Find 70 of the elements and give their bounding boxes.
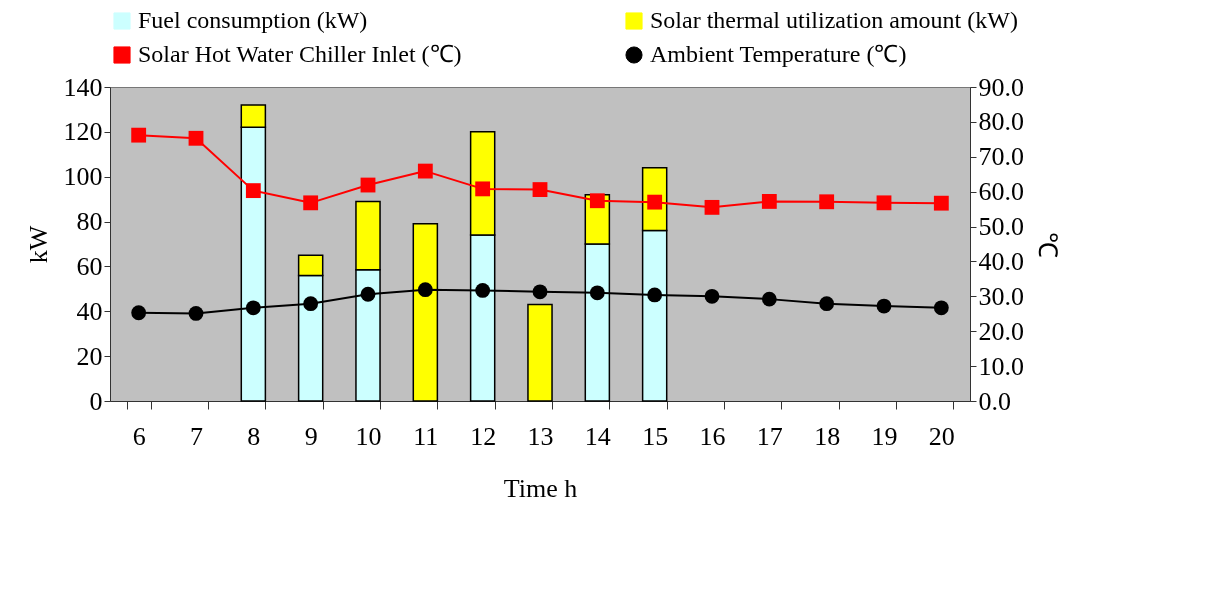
x-tick-label: 14	[584, 421, 611, 451]
y2-tick-label: 40.0	[978, 246, 1024, 276]
legend-label: Solar Hot Water Chiller Inlet (℃)	[138, 41, 462, 67]
y2-tick-label: 90.0	[978, 72, 1024, 102]
point	[417, 282, 433, 298]
point	[532, 182, 548, 197]
x-tick-label: 19	[871, 421, 898, 451]
y-tick-label: 80	[76, 207, 103, 237]
y2-tick-label: 50.0	[978, 212, 1024, 242]
point	[819, 194, 835, 210]
point	[761, 291, 777, 307]
y-tick-label: 20	[76, 341, 103, 371]
point	[704, 288, 720, 304]
bar	[527, 303, 553, 402]
legend-label: Solar thermal utilization amount (kW)	[650, 7, 1018, 33]
point	[704, 199, 720, 215]
point	[417, 163, 433, 179]
x-tick-label: 15	[642, 421, 669, 451]
y-tick-label: 0	[89, 386, 103, 416]
point	[188, 306, 204, 321]
point	[245, 183, 261, 199]
point	[360, 286, 376, 302]
x-tick-label: 16	[699, 421, 726, 451]
y2-tick-label: 70.0	[978, 142, 1024, 172]
point	[131, 127, 147, 143]
point	[303, 296, 319, 312]
x-tick-label: 20	[928, 421, 955, 451]
point	[188, 130, 204, 146]
y-tick-label: 60	[76, 251, 103, 281]
x-axis-title: Time h	[503, 473, 578, 503]
point	[819, 296, 835, 312]
y-tick-label: 120	[63, 117, 103, 147]
y-axis-title: kW	[23, 225, 53, 264]
y2-tick-label: 60.0	[978, 177, 1024, 207]
point	[475, 283, 491, 298]
x-tick-label: 17	[756, 421, 783, 451]
y2-tick-label: 80.0	[978, 107, 1024, 137]
point	[131, 305, 147, 321]
point	[589, 193, 605, 209]
point	[475, 181, 491, 197]
point	[532, 284, 548, 300]
y2-axis-title: ℃	[1033, 231, 1062, 258]
y-tick-label: 100	[63, 162, 103, 192]
point	[933, 195, 949, 211]
point	[876, 195, 892, 211]
point	[876, 298, 892, 314]
legend-label: Ambient Temperature (℃)	[650, 41, 907, 67]
x-tick-label: 12	[470, 421, 497, 451]
x-tick-label: 9	[304, 421, 318, 451]
x-tick-label: 10	[355, 421, 382, 451]
x-tick-label: 6	[132, 421, 146, 451]
x-tick-label: 18	[814, 421, 841, 451]
y-tick-label: 140	[63, 72, 103, 102]
x-tick-label: 8	[247, 421, 261, 451]
y2-tick-label: 20.0	[978, 316, 1024, 346]
x-tick-label: 13	[527, 421, 554, 451]
point	[761, 194, 777, 209]
y2-tick-label: 30.0	[978, 281, 1024, 311]
y-tick-label: 40	[76, 296, 103, 326]
point	[303, 195, 319, 211]
point	[647, 194, 663, 210]
legend-label: Fuel consumption (kW)	[138, 7, 368, 33]
point	[589, 285, 605, 301]
y2-tick-label: 0.0	[978, 386, 1011, 416]
x-tick-label: 11	[413, 421, 439, 451]
point	[245, 300, 261, 316]
x-tick-label: 7	[190, 421, 203, 451]
point	[933, 300, 949, 316]
point	[647, 287, 663, 303]
y2-tick-label: 10.0	[978, 351, 1024, 381]
